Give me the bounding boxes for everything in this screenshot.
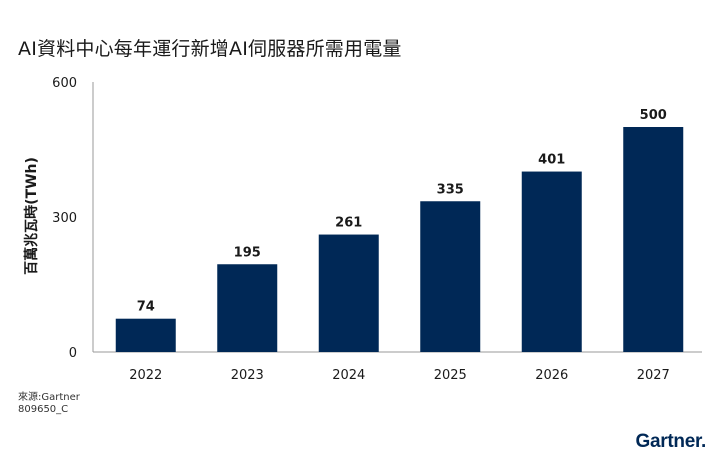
chart-axes [92, 82, 702, 353]
data-label-2027: 500 [640, 108, 667, 123]
data-label-2026: 401 [538, 153, 565, 168]
chart-bars [115, 127, 684, 352]
chart-x-ticks: 2022 2023 2024 2025 2026 2027 [129, 368, 670, 383]
x-tick-label-2026: 2026 [535, 368, 568, 383]
bar-2022 [115, 318, 176, 352]
chart-y-ticks: 0 300 600 [52, 76, 77, 361]
data-label-2023: 195 [234, 245, 261, 260]
chart-data-labels: 74 195 261 335 401 500 [137, 108, 667, 315]
x-tick-label-2024: 2024 [332, 368, 365, 383]
y-axis-label: 百萬兆瓦時(TWh) [23, 157, 40, 275]
bar-2026 [521, 171, 582, 352]
chart-title: AI資料中心每年運行新增AI伺服器所需用電量 [18, 38, 402, 60]
source-note: 來源:Gartner [18, 392, 80, 403]
bar-2027 [623, 127, 684, 352]
x-tick-label-2025: 2025 [434, 368, 467, 383]
y-tick-label: 600 [52, 76, 77, 91]
y-tick-label: 0 [69, 346, 77, 361]
gartner-logo: Gartner. [635, 431, 707, 452]
bar-2023 [217, 264, 278, 352]
x-tick-label-2027: 2027 [637, 368, 670, 383]
x-tick-label-2023: 2023 [231, 368, 264, 383]
figure-code: 809650_C [18, 404, 69, 415]
bar-2025 [420, 201, 481, 352]
data-label-2025: 335 [437, 182, 464, 197]
bar-2024 [318, 234, 379, 352]
y-tick-label: 300 [52, 211, 77, 226]
data-label-2022: 74 [137, 300, 155, 315]
x-tick-label-2022: 2022 [129, 368, 162, 383]
data-label-2024: 261 [335, 216, 362, 231]
